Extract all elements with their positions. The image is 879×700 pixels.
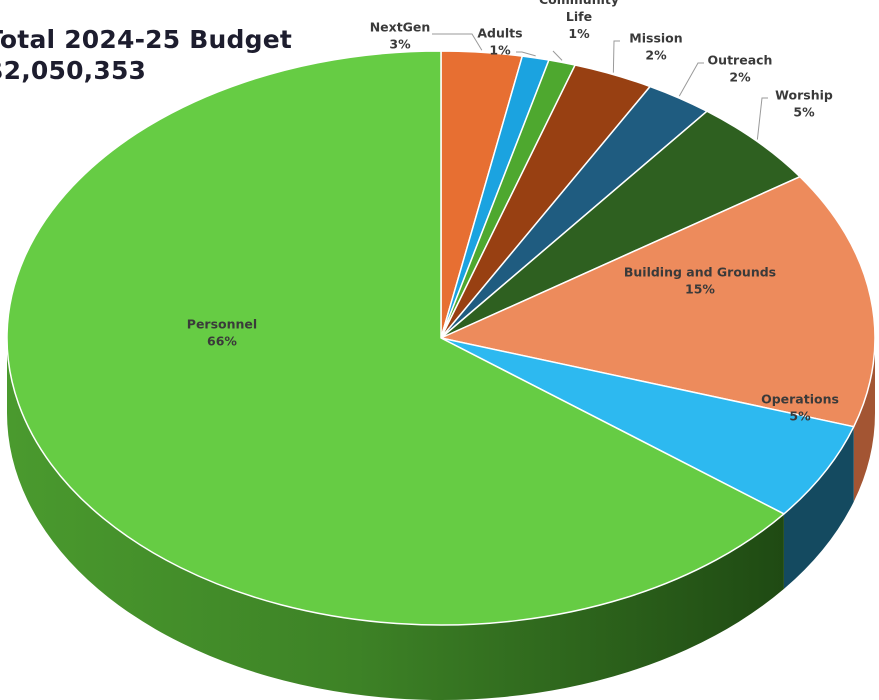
- slice-label-building-and-grounds: Building and Grounds: [624, 265, 776, 280]
- leader-lines: [432, 33, 768, 140]
- slice-operations: [440, 337, 855, 515]
- slice-building-and-grounds: [440, 175, 876, 428]
- slice-pct-nextgen: 3%: [389, 37, 411, 52]
- leader-line-mission: [612, 40, 620, 73]
- slice-pct-community-life: 1%: [568, 26, 590, 41]
- chart-title-line-2: $2,050,353: [0, 56, 147, 85]
- chart-title: Total 2024-25 Budget $2,050,353: [0, 24, 292, 86]
- slice-label-community-life: Life: [566, 9, 592, 24]
- slice-pct-personnel: 66%: [207, 334, 237, 349]
- side-wall-building-and-grounds: [853, 338, 875, 502]
- slice-pct-building-and-grounds: 15%: [685, 282, 715, 297]
- slice-label-community-life: Community: [539, 0, 619, 7]
- slice-pct-worship: 5%: [793, 105, 815, 120]
- slice-pct-adults: 1%: [489, 43, 511, 58]
- slice-label-nextgen: NextGen: [370, 20, 431, 35]
- leader-line-outreach: [678, 62, 704, 97]
- side-wall-operations: [783, 426, 854, 589]
- slice-personnel: [6, 50, 785, 626]
- slice-label-adults: Adults: [477, 26, 522, 41]
- side-wall-personnel: [7, 338, 784, 700]
- leader-line-adults: [516, 51, 536, 57]
- slice-pct-outreach: 2%: [729, 70, 751, 85]
- chart-title-line-1: Total 2024-25 Budget: [0, 25, 293, 54]
- leader-line-worship: [756, 97, 768, 140]
- slice-label-worship: Worship: [775, 88, 833, 103]
- slice-pct-mission: 2%: [645, 48, 667, 63]
- slice-label-mission: Mission: [629, 31, 682, 46]
- slice-label-outreach: Outreach: [708, 53, 773, 68]
- pie-side-walls: [7, 338, 875, 700]
- slice-label-personnel: Personnel: [187, 317, 257, 332]
- slice-label-operations: Operations: [761, 392, 839, 407]
- leader-line-community-life: [552, 50, 563, 61]
- pie-slices: [6, 50, 876, 626]
- slice-labels: NextGen 3% Adults 1% Community Life 1% Mission 2…: [187, 0, 839, 424]
- leader-line-nextgen: [432, 33, 483, 51]
- slice-pct-operations: 5%: [789, 409, 811, 424]
